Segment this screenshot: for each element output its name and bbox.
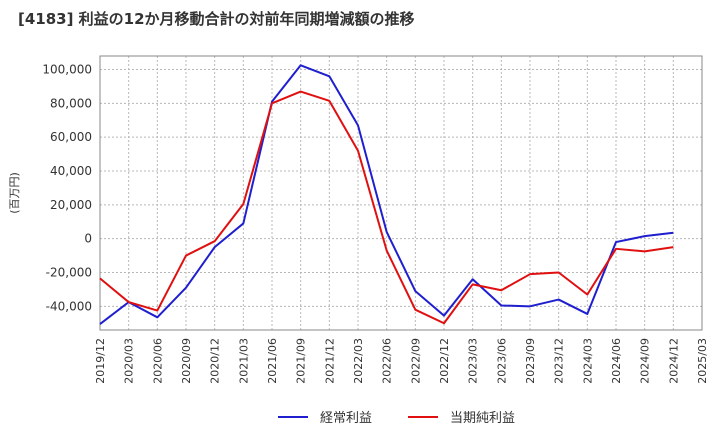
legend: 経常利益 当期純利益 — [278, 411, 515, 426]
x-tick-label: 2021/09 — [295, 338, 308, 384]
x-tick-label: 2021/06 — [266, 338, 279, 384]
x-tick-label: 2022/09 — [409, 338, 422, 384]
x-tick-label: 2024/12 — [667, 338, 680, 384]
x-tick-label: 2020/12 — [209, 338, 222, 384]
x-tick-label: 2020/06 — [151, 338, 164, 384]
y-tick-label: 40,000 — [50, 164, 92, 178]
y-tick-label: 0 — [84, 232, 92, 246]
y-axis-label: (百万円) — [8, 172, 21, 214]
x-tick-label: 2022/03 — [352, 338, 365, 384]
y-tick-label: -40,000 — [46, 299, 92, 313]
x-tick-label: 2024/09 — [639, 338, 652, 384]
grid-layer — [99, 56, 703, 330]
x-tick-label: 2021/03 — [237, 338, 250, 384]
y-tick-label: 80,000 — [50, 96, 92, 110]
y-tick-labels: -40,000 -20,000 0 20,000 40,000 60,000 80,000 1… — [42, 63, 92, 314]
x-tick-label: 2023/12 — [553, 338, 566, 384]
x-tick-labels: 2019/12 2020/03 2020/06 2020/09 2020/12 2021/… — [94, 338, 709, 384]
y-tick-label: 60,000 — [50, 130, 92, 144]
x-tick-label: 2023/06 — [495, 338, 508, 384]
x-tick-label: 2023/03 — [467, 338, 480, 384]
y-tick-label: -20,000 — [46, 265, 92, 279]
y-tick-label: 100,000 — [42, 63, 92, 77]
chart-title: [4183] 利益の12か月移動合計の対前年同期増減額の推移 — [18, 10, 415, 28]
legend-label-1: 当期純利益 — [450, 411, 515, 426]
x-tick-label: 2025/03 — [696, 338, 709, 384]
x-tick-label: 2022/06 — [381, 338, 394, 384]
x-tick-label: 2024/06 — [610, 338, 623, 384]
series-layer — [99, 64, 674, 325]
x-tick-label: 2020/03 — [123, 338, 136, 384]
y-tick-label: 20,000 — [50, 198, 92, 212]
x-tick-label: 2019/12 — [94, 338, 107, 384]
x-tick-label: 2021/12 — [323, 338, 336, 384]
x-tick-label: 2020/09 — [180, 338, 193, 384]
legend-label-0: 経常利益 — [320, 411, 372, 426]
x-tick-label: 2022/12 — [438, 338, 451, 384]
series-line-0 — [99, 64, 674, 325]
x-tick-label: 2024/03 — [581, 338, 594, 384]
series-line-1 — [99, 90, 674, 325]
plot-frame — [99, 55, 703, 331]
x-tick-label: 2023/09 — [524, 338, 537, 384]
